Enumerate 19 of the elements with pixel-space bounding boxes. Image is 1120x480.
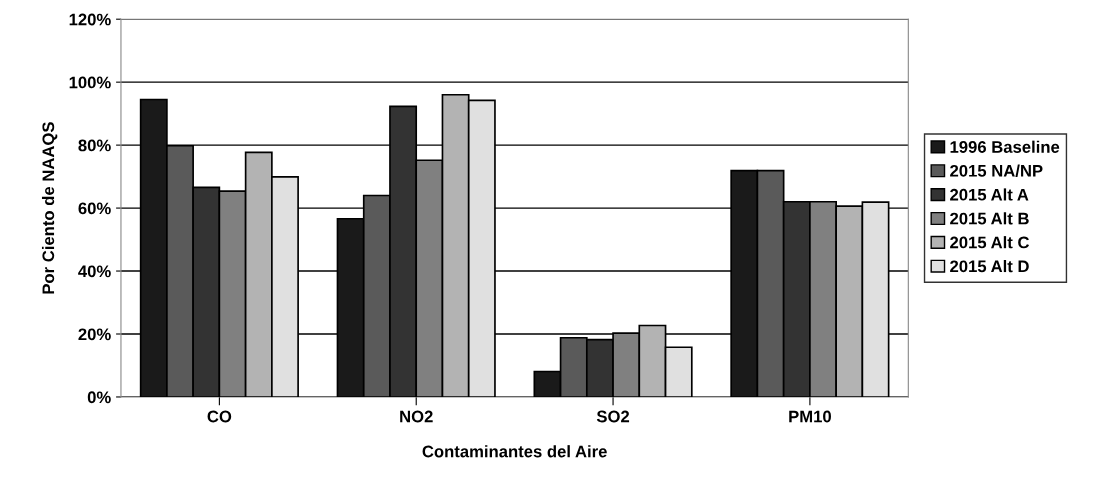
legend-label: 1996 Baseline <box>950 140 1060 153</box>
legend-label: 2015 Alt B <box>950 212 1029 225</box>
y-tick-label: 20% <box>78 328 111 341</box>
x-axis-title: Contaminantes del Aire <box>422 445 607 458</box>
y-tick-label: 120% <box>69 13 111 26</box>
y-tick-label: 60% <box>78 202 111 215</box>
y-tick-label: 80% <box>78 139 111 152</box>
y-axis-title: Por Ciento de NAAQS <box>41 122 58 294</box>
legend-label: 2015 Alt D <box>950 259 1029 273</box>
x-tick-label: SO2 <box>596 410 630 423</box>
y-tick-label: 0% <box>87 391 111 404</box>
legend-label: 2015 NA/NP <box>950 164 1043 177</box>
x-tick-label: PM10 <box>789 410 831 423</box>
x-tick-label: NO2 <box>400 410 433 423</box>
x-tick-label: CO <box>207 410 232 423</box>
legend-label: 2015 Alt C <box>950 236 1030 249</box>
legend-label: 2015 Alt A <box>950 188 1029 201</box>
y-tick-label: 100% <box>69 76 111 89</box>
y-tick-label: 40% <box>78 265 111 278</box>
